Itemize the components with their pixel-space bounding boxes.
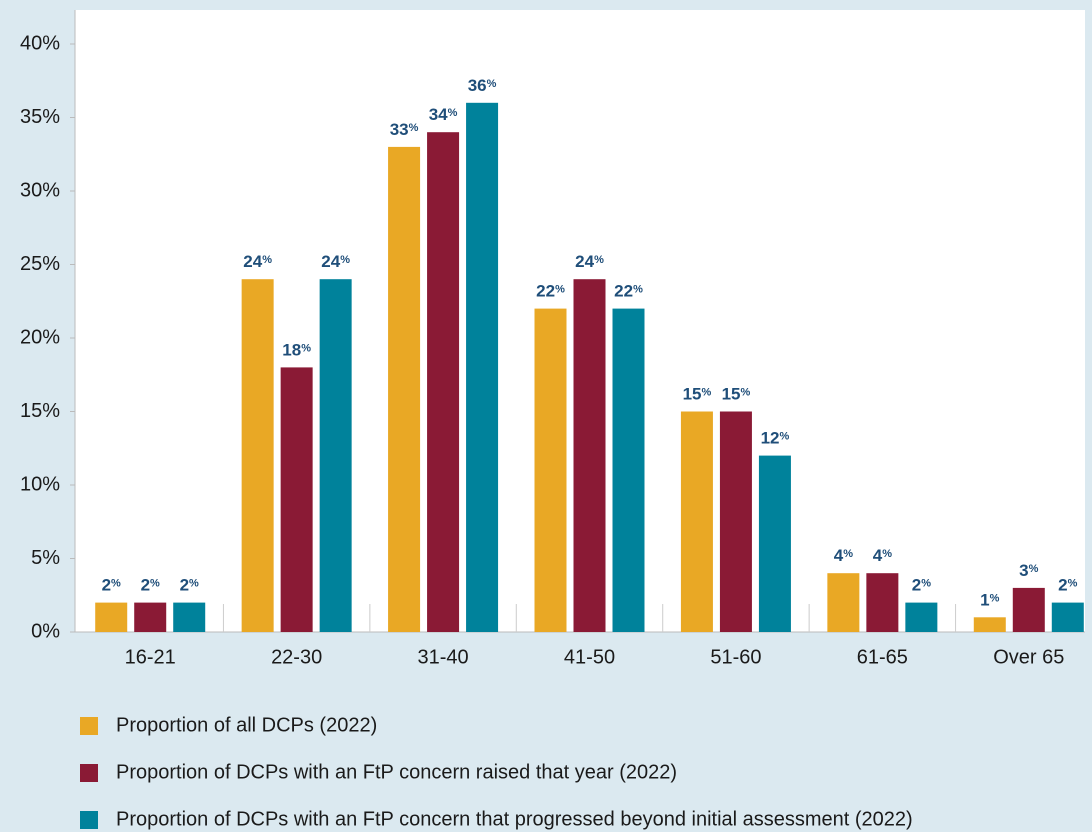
bar xyxy=(1051,602,1084,632)
bar xyxy=(680,411,713,632)
data-label: 36% xyxy=(468,76,497,95)
bar xyxy=(719,411,752,632)
data-label: 24% xyxy=(243,253,272,272)
x-tick-label: 61-65 xyxy=(857,646,908,668)
data-label: 18% xyxy=(282,341,311,360)
bar xyxy=(319,279,352,632)
data-label: 22% xyxy=(536,282,565,301)
y-tick-label: 5% xyxy=(31,547,60,569)
legend-swatch xyxy=(80,764,98,782)
x-tick-label: 22-30 xyxy=(271,646,322,668)
bar xyxy=(1012,587,1045,632)
legend-label: Proportion of all DCPs (2022) xyxy=(116,714,377,736)
y-tick-label: 10% xyxy=(20,473,60,495)
bar xyxy=(95,602,128,632)
bar xyxy=(534,308,567,632)
bar xyxy=(173,602,206,632)
legend-swatch xyxy=(80,717,98,735)
y-tick-label: 25% xyxy=(20,253,60,275)
bar xyxy=(466,102,499,633)
data-label: 12% xyxy=(761,429,790,448)
y-tick-label: 0% xyxy=(31,620,60,642)
legend-swatch xyxy=(80,811,98,829)
bar xyxy=(973,617,1006,632)
x-tick-label: 16-21 xyxy=(125,646,176,668)
bar xyxy=(827,573,860,632)
bar xyxy=(866,573,899,632)
data-label: 24% xyxy=(575,253,604,272)
y-tick-label: 30% xyxy=(20,179,60,201)
data-label: 2% xyxy=(141,576,160,595)
data-label: 34% xyxy=(429,106,458,125)
y-tick-label: 20% xyxy=(20,326,60,348)
data-label: 33% xyxy=(390,120,419,139)
bar xyxy=(573,279,606,632)
data-label: 2% xyxy=(102,576,121,595)
x-tick-label: 41-50 xyxy=(564,646,615,668)
data-label: 2% xyxy=(180,576,199,595)
data-label: 15% xyxy=(722,385,751,404)
x-tick-label: 31-40 xyxy=(417,646,468,668)
data-label: 4% xyxy=(834,547,853,566)
bar xyxy=(758,455,791,632)
x-tick-label: Over 65 xyxy=(993,646,1064,668)
bar xyxy=(612,308,645,632)
data-label: 1% xyxy=(980,591,999,610)
data-label: 22% xyxy=(614,282,643,301)
x-tick-label: 51-60 xyxy=(710,646,761,668)
bar xyxy=(280,367,313,632)
y-tick-label: 35% xyxy=(20,106,60,128)
legend-label: Proportion of DCPs with an FtP concern r… xyxy=(116,761,677,783)
data-label: 3% xyxy=(1019,561,1038,580)
y-tick-label: 15% xyxy=(20,400,60,422)
data-label: 4% xyxy=(873,547,892,566)
bar xyxy=(388,146,421,632)
bar xyxy=(905,602,938,632)
bar xyxy=(427,132,460,632)
data-label: 24% xyxy=(321,253,350,272)
data-label: 15% xyxy=(683,385,712,404)
legend-label: Proportion of DCPs with an FtP concern t… xyxy=(116,808,913,830)
data-label: 2% xyxy=(1058,576,1077,595)
data-label: 2% xyxy=(912,576,931,595)
y-tick-label: 40% xyxy=(20,32,60,54)
bar xyxy=(241,279,274,632)
bar xyxy=(134,602,167,632)
